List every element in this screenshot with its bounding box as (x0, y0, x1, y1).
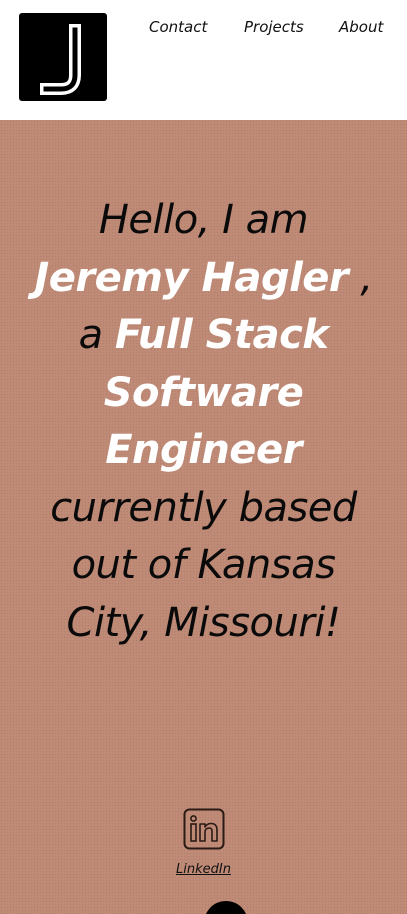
social-links: LinkedIn (0, 808, 407, 877)
intro-prefix: Hello, I am (98, 197, 309, 243)
linkedin-glyph-icon (183, 808, 224, 850)
title-highlight: Full Stack Software Engineer (103, 312, 329, 473)
site-logo[interactable] (19, 13, 107, 101)
scroll-down-button[interactable] (204, 901, 248, 914)
nav-contact-link[interactable]: Contact (149, 18, 208, 36)
name-highlight: Jeremy Hagler (34, 254, 349, 301)
site-header: Contact Projects About (0, 0, 407, 120)
intro-mid: , a (78, 254, 373, 359)
linkedin-icon[interactable] (183, 808, 225, 850)
nav-about-link[interactable]: About (339, 18, 384, 36)
logo-j-icon (40, 24, 81, 95)
intro-heading: Hello, I am Jeremy Hagler , a Full Stack… (30, 192, 377, 652)
main-nav: Contact Projects About (132, 18, 407, 38)
intro-suffix: currently based out of Kansas City, Miss… (50, 484, 357, 646)
hero-section: Hello, I am Jeremy Hagler , a Full Stack… (0, 120, 407, 914)
nav-projects-link[interactable]: Projects (244, 18, 304, 36)
linkedin-link[interactable]: LinkedIn (176, 862, 231, 877)
